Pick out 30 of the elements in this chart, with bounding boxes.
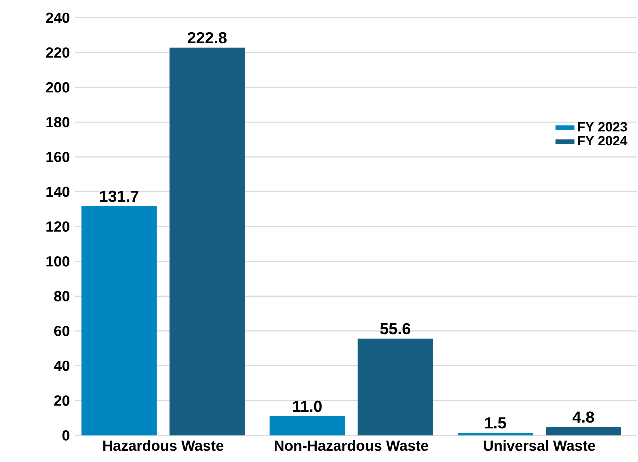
x-tick-label: Non-Hazardous Waste bbox=[275, 440, 428, 452]
bar bbox=[170, 48, 246, 436]
y-tick-label: 80 bbox=[54, 291, 70, 302]
data-label: 131.7 bbox=[100, 191, 139, 202]
bar bbox=[546, 427, 622, 436]
y-tick-label: 140 bbox=[46, 187, 70, 198]
bar bbox=[270, 416, 346, 436]
y-tick-label: 20 bbox=[54, 396, 70, 406]
x-tick-label: Universal Waste bbox=[484, 440, 596, 452]
y-tick-label: 40 bbox=[54, 361, 70, 372]
y-tick-label: 200 bbox=[46, 82, 70, 93]
y-tick-label: 60 bbox=[54, 326, 70, 337]
data-label: 55.6 bbox=[380, 323, 411, 335]
data-label: 1.5 bbox=[486, 418, 506, 429]
data-label: 11.0 bbox=[293, 401, 322, 412]
legend-label: FY 2023 bbox=[578, 122, 628, 132]
y-tick-label: 220 bbox=[46, 48, 70, 58]
y-tick-label: 180 bbox=[46, 117, 70, 128]
y-tick-label: 100 bbox=[46, 256, 70, 267]
x-tick-label: Hazardous Waste bbox=[104, 440, 224, 452]
bar bbox=[358, 339, 434, 436]
data-label: 4.8 bbox=[572, 412, 594, 424]
y-tick-label: 0 bbox=[62, 430, 70, 442]
legend-label: FY 2024 bbox=[578, 136, 628, 146]
data-label: 222.8 bbox=[188, 32, 227, 44]
y-tick-label: 160 bbox=[46, 152, 70, 163]
bar bbox=[458, 433, 534, 436]
y-tick-label: 120 bbox=[46, 222, 70, 232]
bar bbox=[82, 206, 157, 436]
y-tick-label: 240 bbox=[46, 13, 70, 24]
